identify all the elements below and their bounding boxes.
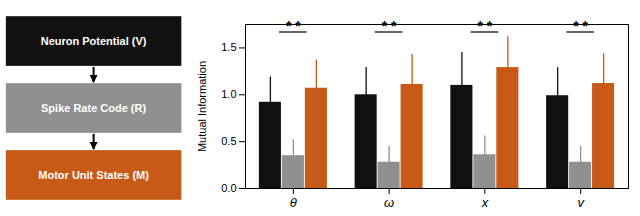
svg-text:Neuron Potential (V): Neuron Potential (V) [41, 35, 147, 47]
svg-text:Mutual Information: Mutual Information [196, 61, 208, 152]
svg-text:ω: ω [384, 195, 394, 210]
svg-text:x: x [481, 195, 489, 210]
svg-text:* *: * * [573, 18, 588, 34]
svg-text:1.5: 1.5 [221, 41, 236, 53]
svg-text:0.5: 0.5 [221, 135, 236, 147]
svg-text:v: v [577, 195, 585, 210]
svg-text:Motor Unit States (M): Motor Unit States (M) [38, 169, 149, 181]
svg-text:1.0: 1.0 [221, 88, 236, 100]
svg-text:* *: * * [477, 18, 492, 34]
svg-text:* *: * * [286, 18, 301, 34]
svg-text:* *: * * [382, 18, 397, 34]
svg-text:θ: θ [290, 195, 297, 210]
svg-text:0.0: 0.0 [221, 182, 236, 194]
svg-text:Spike Rate Code (R): Spike Rate Code (R) [41, 102, 146, 114]
